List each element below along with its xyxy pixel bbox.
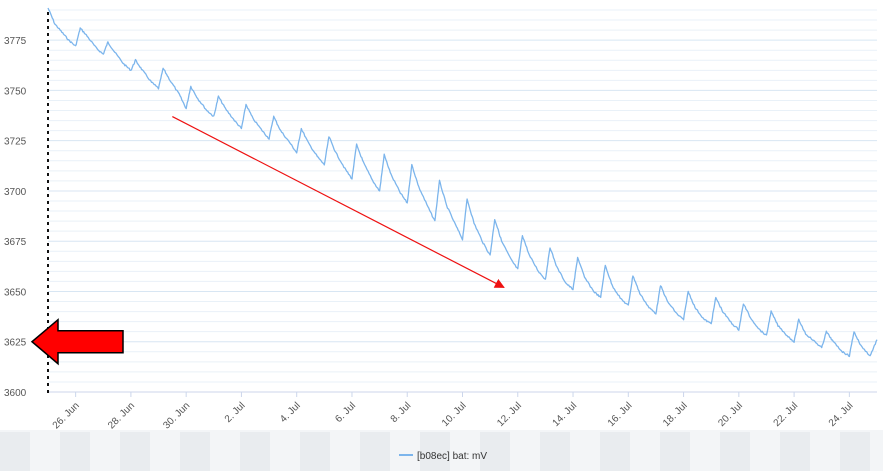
legend-band-stripe	[480, 432, 510, 471]
red-trend-arrow	[172, 116, 505, 288]
legend-band-stripe	[540, 432, 570, 471]
legend-band-stripe	[600, 432, 630, 471]
y-tick-label: 3725	[4, 137, 27, 148]
legend-band-stripe	[180, 432, 210, 471]
legend-band-stripe	[840, 432, 870, 471]
legend-band-stripe	[720, 432, 750, 471]
y-tick-label: 3625	[4, 338, 27, 349]
legend-band-stripe	[120, 432, 150, 471]
legend[interactable]: [b08ec] bat: mV	[399, 451, 487, 462]
annotation-layer	[30, 116, 505, 366]
y-axis-tick-labels: 3600 3625 3650 3675 3700 3725 3750 3775	[4, 36, 27, 399]
legend-band-stripe	[360, 432, 390, 471]
legend-band-stripe	[0, 432, 30, 471]
legend-band-stripe	[60, 432, 90, 471]
grid-lines	[0, 9, 877, 471]
y-tick-label: 3600	[4, 388, 27, 399]
y-tick-label: 3700	[4, 187, 27, 198]
legend-band-stripe	[300, 432, 330, 471]
legend-band-stripe	[660, 432, 690, 471]
series-layer	[47, 7, 878, 358]
legend-band-stripe	[240, 432, 270, 471]
y-tick-label: 3775	[4, 36, 27, 47]
y-tick-label: 3650	[4, 287, 27, 298]
legend-band-stripe	[780, 432, 810, 471]
y-tick-label: 3750	[4, 86, 27, 97]
legend-band-stripe	[420, 432, 450, 471]
y-tick-label: 3675	[4, 237, 27, 248]
series-line-b08ec[interactable]	[47, 7, 878, 358]
red-left-block-arrow	[30, 318, 124, 366]
legend-item-label[interactable]: [b08ec] bat: mV	[417, 451, 487, 462]
